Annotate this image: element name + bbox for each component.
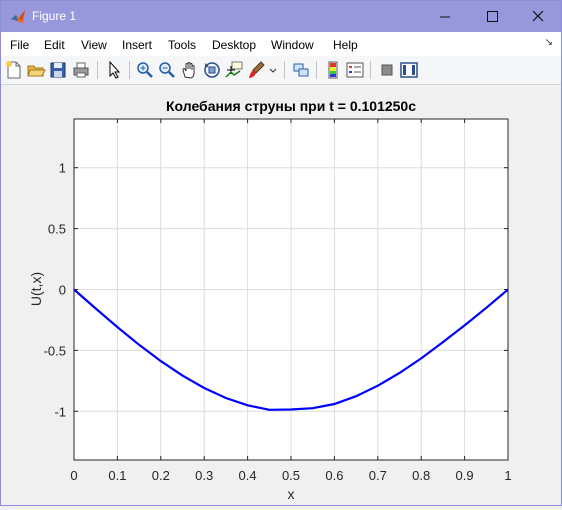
dock-arrow-icon[interactable]: ↘ [544,37,553,48]
save-icon[interactable] [48,60,68,80]
x-tick-label: 0.9 [456,468,474,483]
menu-edit[interactable]: Edit [44,38,65,52]
x-tick-label: 0.3 [195,468,213,483]
menu-view[interactable]: View [81,38,107,52]
close-icon [532,11,543,22]
toolbar-separator [316,61,317,79]
plot-svg[interactable]: Колебания струны при t = 0.101250c 0 0.1 0… [1,86,561,505]
toolbar-separator [370,61,371,79]
y-tick-label: -0.5 [44,343,66,358]
menu-desktop[interactable]: Desktop [212,38,257,52]
pan-hand-icon[interactable] [179,60,199,80]
edit-plot-arrow-icon[interactable] [104,60,124,80]
toolbar-separator [129,61,130,79]
menu-insert[interactable]: Insert [122,38,153,52]
y-tick-label: 0 [59,283,66,298]
show-plot-tools-icon[interactable] [399,60,419,80]
menu-file[interactable]: File [10,38,30,52]
chart-title: Колебания струны при t = 0.101250c [166,98,416,114]
open-file-icon[interactable] [26,60,46,80]
x-tick-label: 0.4 [239,468,257,483]
x-tick-label: 0.7 [369,468,387,483]
toolbar-separator [97,61,98,79]
figure-canvas: Колебания струны при t = 0.101250c 0 0.1 0… [1,86,561,505]
zoom-in-icon[interactable] [135,60,155,80]
title-bar[interactable]: Figure 1 [1,1,561,32]
minimize-icon [439,16,450,18]
menu-window[interactable]: Window [271,38,314,52]
x-tick-label: 0 [70,468,77,483]
link-plot-icon[interactable] [291,60,311,80]
zoom-out-icon[interactable] [157,60,177,80]
x-tick-label: 0.5 [282,468,300,483]
y-tick-label: 0.5 [48,222,66,237]
y-tick-label: 1 [59,161,66,176]
y-ticks: -1 -0.5 0 0.5 1 [44,161,508,419]
menu-help[interactable]: Help [333,38,358,52]
y-axis-label: U(t,x) [28,272,44,306]
colorbar-icon[interactable] [323,60,343,80]
x-ticks: 0 0.1 0.2 0.3 0.4 0.5 0.6 0.7 0.8 0.9 1 [70,119,512,483]
print-icon[interactable] [71,60,91,80]
toolbar-separator [284,61,285,79]
matlab-logo-icon [11,10,25,23]
figure-toolbar [1,56,561,85]
x-tick-label: 0.1 [108,468,126,483]
close-button[interactable] [515,1,561,32]
x-tick-label: 0.2 [152,468,170,483]
data-cursor-icon[interactable] [224,60,244,80]
series-line-u [73,288,509,411]
legend-icon[interactable] [345,60,365,80]
maximize-button[interactable] [469,1,515,32]
hide-plot-tools-icon[interactable] [377,60,397,80]
menu-tools[interactable]: Tools [168,38,197,52]
x-tick-label: 0.6 [325,468,343,483]
new-figure-icon[interactable] [4,60,24,80]
y-tick-label: -1 [54,404,66,419]
menu-bar: File Edit View Insert Tools Desktop Wind… [1,32,561,56]
window-title: Figure 1 [32,9,77,23]
maximize-icon [486,11,498,22]
x-tick-label: 1 [504,468,511,483]
brush-dropdown-chevron-icon[interactable] [269,68,277,74]
minimize-button[interactable] [422,1,468,32]
x-tick-label: 0.8 [412,468,430,483]
brush-icon[interactable] [247,60,267,80]
rotate-3d-icon[interactable] [202,60,222,80]
axes-border [73,118,509,461]
x-axis-label: x [288,486,295,502]
